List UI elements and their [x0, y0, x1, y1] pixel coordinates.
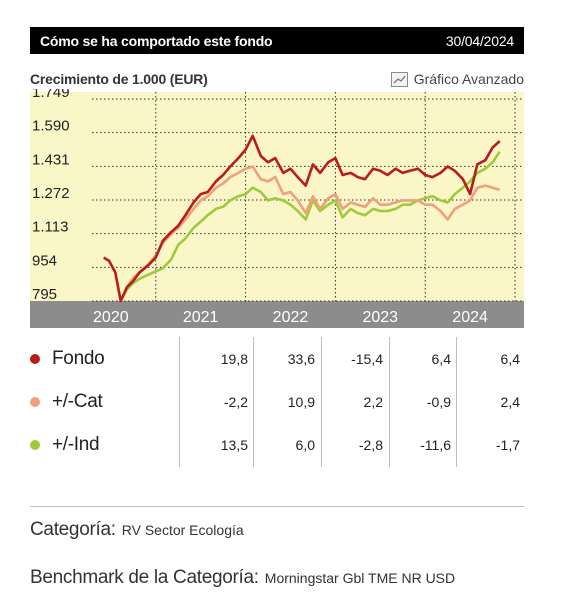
table-cell: -2,2: [223, 393, 248, 410]
category-line: Categoría: RV Sector Ecología: [30, 519, 244, 541]
line-chart-icon: [390, 71, 408, 87]
y-tick-label: 1.113: [32, 219, 68, 236]
legend-dot: [30, 396, 40, 407]
benchmark-label: Benchmark de la Categoría:: [30, 567, 259, 588]
y-tick-label: 795: [32, 286, 57, 303]
row-label: Fondo: [52, 347, 105, 369]
row-label: +/-Ind: [52, 433, 100, 455]
advanced-chart-label: Gráfico Avanzado: [413, 71, 524, 87]
y-tick-label: 1.590: [32, 118, 70, 135]
table-cell: -1,7: [495, 436, 520, 453]
table-cell: -0,9: [426, 393, 451, 410]
plot-area: [30, 92, 524, 301]
y-tick-label: 1.272: [32, 185, 70, 202]
x-tick-label: 2023: [362, 309, 398, 326]
table-divider: [321, 337, 322, 467]
x-tick-label: 2022: [273, 309, 309, 326]
table-cell: 2,2: [363, 393, 383, 410]
category-label: Categoría:: [30, 519, 116, 540]
y-tick-label: 954: [32, 252, 57, 269]
series-line-ind: [119, 150, 501, 302]
table-cell: 33,6: [287, 350, 315, 367]
table-cell: -11,6: [420, 436, 451, 453]
section-divider: [30, 506, 524, 507]
table-row: +/-Ind 13,5 6,0 -2,8 -11,6 -1,7: [30, 423, 524, 466]
legend-dot: [30, 353, 40, 364]
x-axis-band: [30, 301, 524, 328]
table-row: Fondo 19,8 33,6 -15,4 6,4 6,4: [30, 337, 524, 380]
x-tick-label: 2020: [93, 309, 129, 326]
series-line-cat: [119, 165, 501, 302]
table-divider: [456, 337, 457, 467]
table-divider: [253, 337, 254, 467]
row-legend: +/-Ind: [30, 423, 100, 466]
table-cell: 19,8: [220, 350, 248, 367]
benchmark-value: Morningstar Gbl TME NR USD: [264, 570, 456, 586]
table-cell: -15,4: [351, 350, 383, 367]
table-divider: [389, 337, 390, 467]
table-cell: 6,4: [431, 350, 451, 367]
row-label: +/-Cat: [52, 390, 103, 412]
table-divider: [179, 337, 180, 467]
table-cell: 10,9: [287, 393, 315, 410]
series-line-fondo: [103, 134, 501, 303]
header-title: Cómo se ha comportado este fondo: [40, 32, 273, 49]
y-tick-label: 1.749: [32, 89, 70, 101]
chart-subheader: Crecimiento de 1.000 (EUR) Gráfico Avanz…: [30, 69, 524, 89]
growth-chart: 1.749 1.590 1.431 1.272 1.113 954 795 2020 2021 2…: [30, 89, 524, 328]
table-cell: 13,5: [220, 436, 248, 453]
table-cell: 2,4: [500, 393, 520, 410]
category-value: RV Sector Ecología: [121, 522, 244, 538]
table-cell: 6,0: [295, 436, 315, 453]
table-cell: -2,8: [358, 436, 383, 453]
row-legend: +/-Cat: [30, 380, 103, 423]
fund-performance-header: Cómo se ha comportado este fondo 30/04/2…: [30, 27, 524, 54]
x-tick-label: 2021: [183, 309, 219, 326]
advanced-chart-link[interactable]: Gráfico Avanzado: [390, 71, 524, 87]
row-legend: Fondo: [30, 337, 105, 380]
benchmark-line: Benchmark de la Categoría: Morningstar G…: [30, 567, 455, 589]
table-cell: 6,4: [500, 350, 520, 367]
x-tick-label: 2024: [452, 309, 488, 326]
growth-label: Crecimiento de 1.000 (EUR): [30, 71, 208, 87]
header-date: 30/04/2024: [445, 32, 514, 49]
legend-dot: [30, 439, 40, 450]
y-tick-label: 1.431: [32, 151, 70, 168]
table-row: +/-Cat -2,2 10,9 2,2 -0,9 2,4: [30, 380, 524, 423]
